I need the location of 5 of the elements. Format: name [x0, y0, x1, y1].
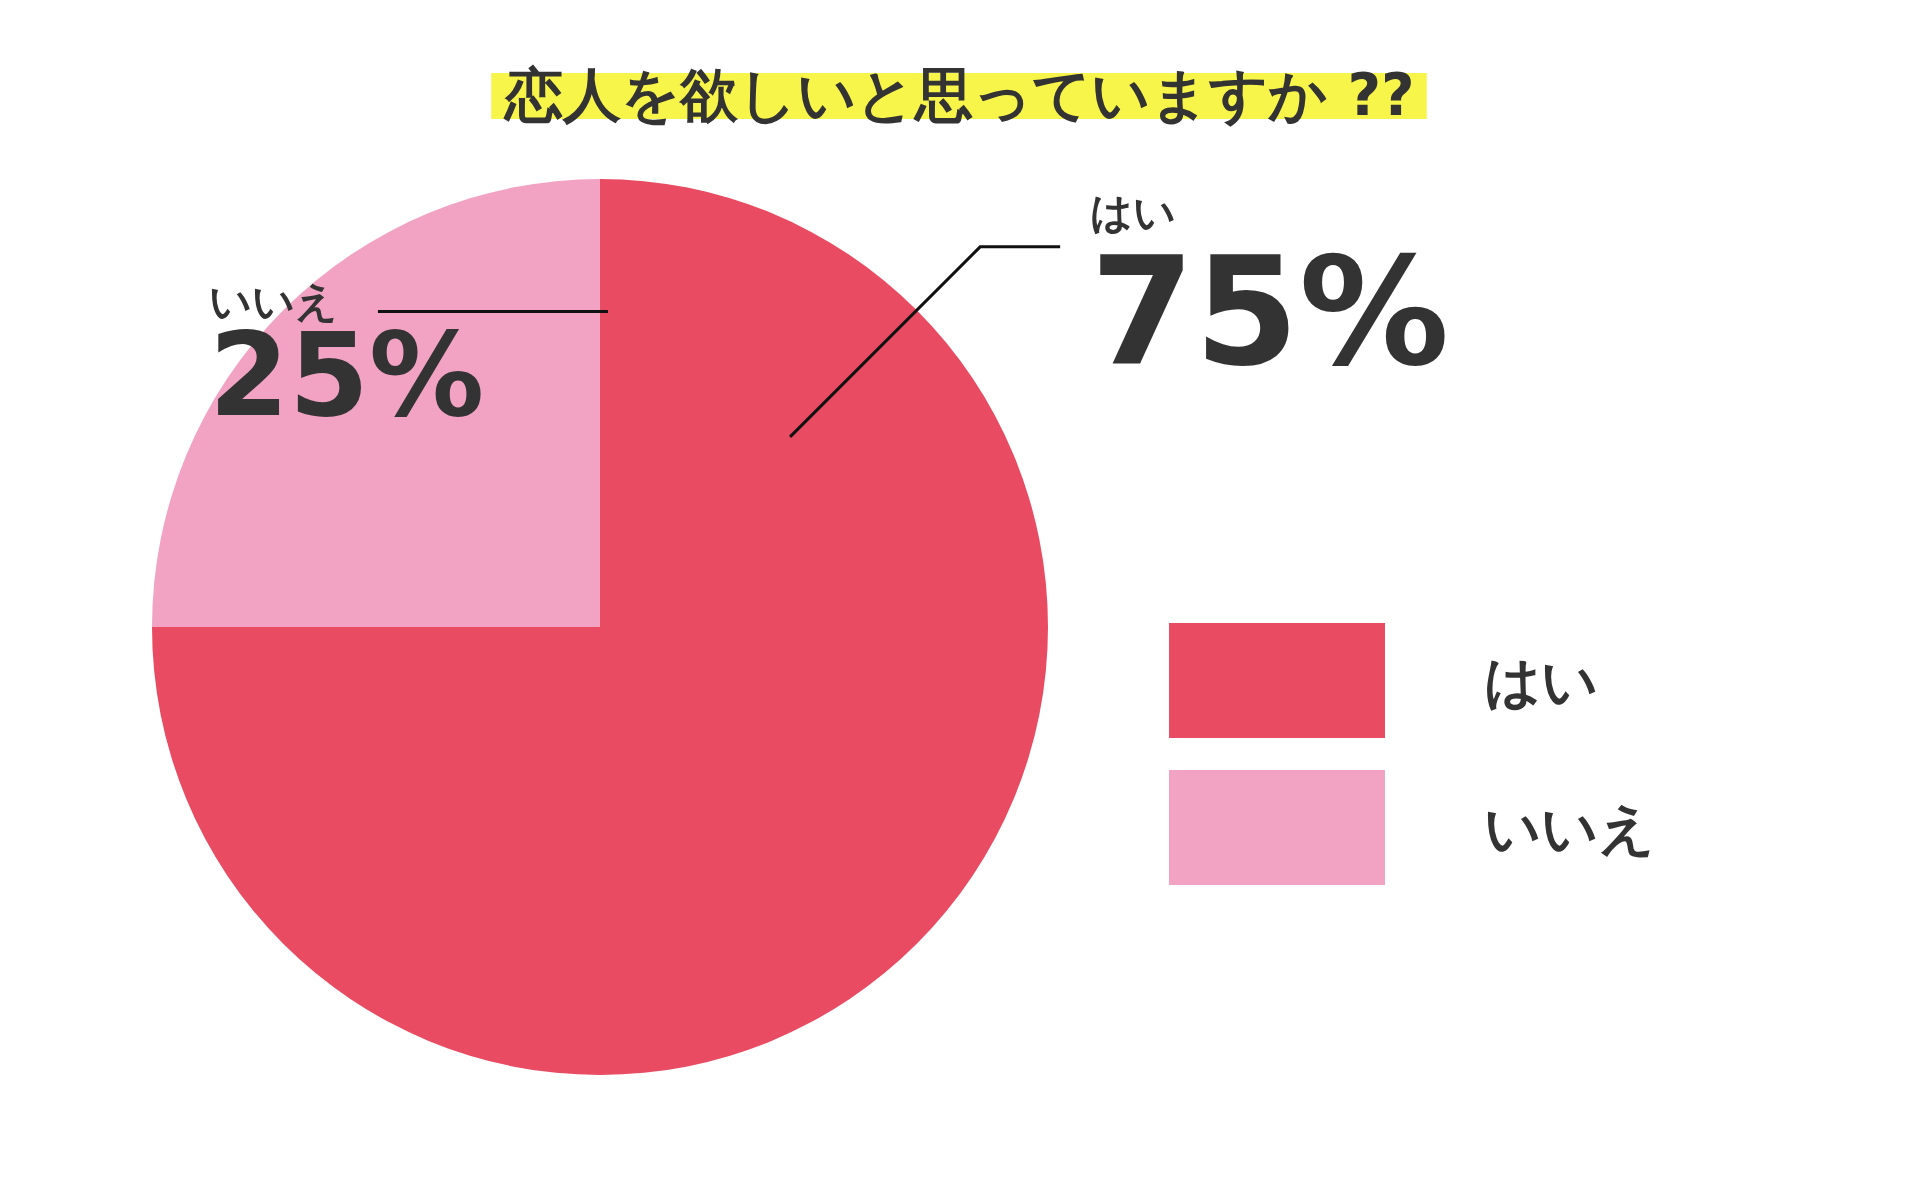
chart-title: 恋人を欲しいと思っていますか ?? — [503, 61, 1415, 129]
legend-label: はい — [1484, 648, 1598, 714]
legend-label: いいえ — [1484, 795, 1655, 861]
pie-slice — [152, 179, 600, 627]
pie-slice — [152, 179, 1048, 1075]
